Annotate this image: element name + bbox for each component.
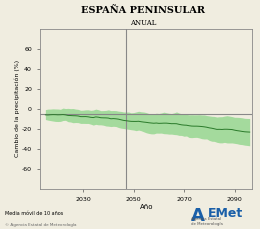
X-axis label: Año: Año: [140, 204, 153, 210]
Text: Agencia Estatal
de Meteorología: Agencia Estatal de Meteorología: [191, 217, 223, 226]
Text: ESPAÑA PENINSULAR: ESPAÑA PENINSULAR: [81, 6, 205, 15]
Text: ANUAL: ANUAL: [130, 19, 156, 27]
Text: A: A: [191, 207, 205, 225]
Text: EMet: EMet: [207, 207, 243, 220]
Text: © Agencia Estatal de Meteorología: © Agencia Estatal de Meteorología: [5, 223, 77, 227]
Text: Media móvil de 10 años: Media móvil de 10 años: [5, 211, 63, 216]
Y-axis label: Cambio de la precipitación (%): Cambio de la precipitación (%): [15, 60, 21, 157]
